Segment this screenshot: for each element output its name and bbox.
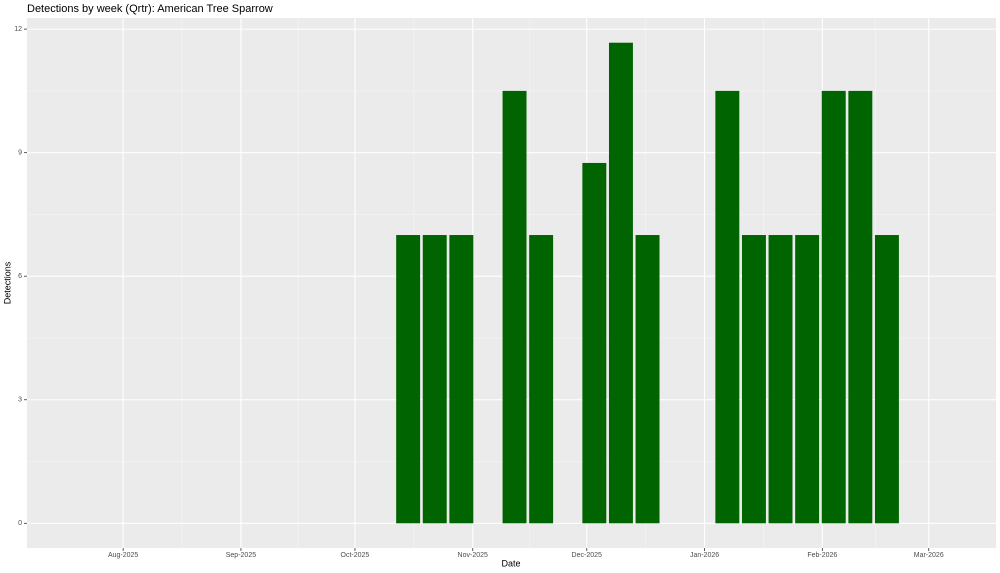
y-tick-label: 12	[14, 26, 22, 33]
bar	[582, 162, 607, 524]
x-tick-label: Dec-2025	[572, 552, 602, 559]
bar	[768, 235, 793, 524]
bar	[422, 235, 447, 524]
bars	[396, 42, 899, 524]
y-tick-label: 3	[18, 397, 22, 404]
x-tick-label: Aug-2025	[108, 552, 138, 559]
bar	[449, 235, 474, 524]
x-tick-label: Jan-2026	[690, 552, 719, 559]
x-axis-title: Date	[501, 558, 520, 568]
bar	[396, 235, 421, 524]
bar	[741, 235, 766, 524]
bar	[874, 235, 899, 524]
bar	[848, 90, 873, 524]
y-tick-label: 9	[18, 150, 22, 157]
x-tick-label: Oct-2025	[341, 552, 370, 559]
bar	[635, 235, 660, 524]
bar	[529, 235, 554, 524]
y-axis-title: Detections	[2, 261, 12, 304]
chart-title: Detections by week (Qrtr): American Tree…	[27, 3, 273, 15]
bar	[715, 90, 740, 524]
x-tick-label: Sep-2025	[226, 552, 256, 559]
bar	[502, 90, 527, 524]
y-tick-label: 0	[18, 520, 22, 527]
bar	[608, 42, 633, 524]
x-tick-label: Nov-2025	[458, 552, 488, 559]
x-tick-label: Feb-2026	[807, 552, 837, 559]
bar	[795, 235, 820, 524]
y-tick-label: 6	[18, 273, 22, 280]
x-tick-label: Mar-2026	[914, 552, 944, 559]
bar	[821, 90, 846, 524]
